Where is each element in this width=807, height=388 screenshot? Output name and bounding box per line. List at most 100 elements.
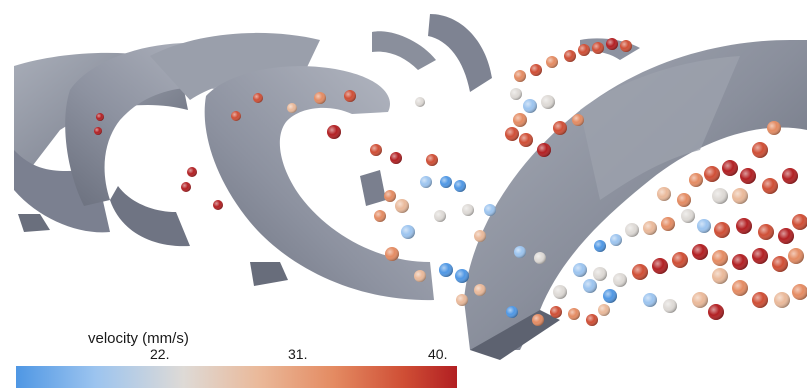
- particle-sphere-shading: [553, 121, 567, 135]
- particle-sphere-shading: [426, 154, 438, 166]
- particle-sphere-shading: [661, 217, 675, 231]
- particle-sphere-shading: [736, 218, 752, 234]
- particle-sphere-shading: [613, 273, 627, 287]
- particle-sphere-shading: [704, 166, 720, 182]
- particle-sphere-shading: [385, 247, 399, 261]
- particle-sphere-shading: [625, 223, 639, 237]
- particle-sphere-shading: [474, 284, 486, 296]
- particle-sphere-shading: [327, 125, 341, 139]
- particle-sphere-shading: [564, 50, 576, 62]
- particle-sphere-shading: [401, 225, 415, 239]
- particle-sphere-shading: [462, 204, 474, 216]
- particle-sphere-shading: [374, 210, 386, 222]
- colorbar-tick-mid: 31.: [288, 346, 308, 362]
- particle-sphere-shading: [692, 244, 708, 260]
- particle-sphere-shading: [474, 230, 486, 242]
- particle-sphere-shading: [657, 187, 671, 201]
- particle-sphere-shading: [414, 270, 426, 282]
- particle-sphere-shading: [620, 40, 632, 52]
- particle-sphere-shading: [681, 209, 695, 223]
- particle-sphere-shading: [506, 306, 518, 318]
- particle-sphere-shading: [546, 56, 558, 68]
- particle-sphere-shading: [778, 228, 794, 244]
- particle-sphere-shading: [553, 285, 567, 299]
- screw-blade-middle: [204, 14, 492, 301]
- particle-sphere-shading: [370, 144, 382, 156]
- particle-sphere-shading: [484, 204, 496, 216]
- particle-sphere-shading: [677, 193, 691, 207]
- particle-sphere-shading: [415, 97, 425, 107]
- particle-sphere-shading: [583, 279, 597, 293]
- particle-sphere-shading: [578, 44, 590, 56]
- colorbar-tick-max: 40.: [428, 346, 448, 362]
- colorbar-tick-min: 22.: [150, 346, 170, 362]
- particle-sphere-shading: [672, 252, 688, 268]
- particle-sphere-shading: [568, 308, 580, 320]
- particle-sphere-shading: [439, 263, 453, 277]
- particle-sphere-shading: [598, 304, 610, 316]
- particle-sphere-shading: [782, 168, 798, 184]
- particle-sphere-shading: [530, 64, 542, 76]
- particle-sphere-shading: [187, 167, 197, 177]
- particle-sphere-shading: [523, 99, 537, 113]
- particle-sphere-shading: [253, 93, 263, 103]
- particle-sphere-shading: [740, 168, 756, 184]
- particle-sphere-shading: [572, 114, 584, 126]
- particle-sphere-shading: [792, 214, 807, 230]
- particle-sphere-shading: [767, 121, 781, 135]
- particle-sphere-shading: [714, 222, 730, 238]
- particle-sphere-shading: [752, 248, 768, 264]
- particle-sphere-shading: [732, 188, 748, 204]
- particle-sphere-shading: [594, 240, 606, 252]
- particle-sphere-shading: [758, 224, 774, 240]
- particle-sphere-shading: [752, 142, 768, 158]
- particle-sphere-shading: [534, 252, 546, 264]
- particle-sphere-shading: [532, 314, 544, 326]
- particle-sphere-shading: [792, 284, 807, 300]
- particle-sphere-shading: [592, 42, 604, 54]
- particle-sphere-shading: [94, 127, 102, 135]
- particle-sphere-shading: [762, 178, 778, 194]
- particle-sphere-shading: [697, 219, 711, 233]
- particle-sphere-shading: [632, 264, 648, 280]
- particle-sphere-shading: [722, 160, 738, 176]
- particle-sphere-shading: [550, 306, 562, 318]
- particle-cloud: [94, 38, 807, 326]
- particle-sphere-shading: [772, 256, 788, 272]
- particle-sphere-shading: [514, 246, 526, 258]
- colorbar-title: velocity (mm/s): [88, 330, 189, 347]
- particle-sphere-shading: [610, 234, 622, 246]
- colorbar-gradient: [16, 366, 457, 388]
- particle-sphere-shading: [537, 143, 551, 157]
- particle-sphere-shading: [505, 127, 519, 141]
- particle-sphere-shading: [390, 152, 402, 164]
- particle-sphere-shading: [96, 113, 104, 121]
- particle-sphere-shading: [712, 250, 728, 266]
- particle-sphere-shading: [519, 133, 533, 147]
- particle-sphere-shading: [440, 176, 452, 188]
- particle-sphere-shading: [510, 88, 522, 100]
- particle-sphere-shading: [213, 200, 223, 210]
- particle-sphere-shading: [712, 268, 728, 284]
- particle-sphere-shading: [606, 38, 618, 50]
- particle-sphere-shading: [732, 254, 748, 270]
- particle-sphere-shading: [181, 182, 191, 192]
- particle-sphere-shading: [586, 314, 598, 326]
- particle-sphere-shading: [643, 221, 657, 235]
- particle-sphere-shading: [663, 299, 677, 313]
- particle-sphere-shading: [420, 176, 432, 188]
- particle-sphere-shading: [774, 292, 790, 308]
- screw-blade-left: [14, 32, 320, 247]
- particle-sphere-shading: [732, 280, 748, 296]
- particle-sphere-shading: [344, 90, 356, 102]
- particle-sphere-shading: [603, 289, 617, 303]
- particle-sphere-shading: [456, 294, 468, 306]
- particle-sphere-shading: [454, 180, 466, 192]
- particle-sphere-shading: [541, 95, 555, 109]
- particle-sphere-shading: [573, 263, 587, 277]
- particle-sphere-shading: [513, 113, 527, 127]
- particle-sphere-shading: [689, 173, 703, 187]
- particle-sphere-shading: [593, 267, 607, 281]
- particle-sphere-shading: [384, 190, 396, 202]
